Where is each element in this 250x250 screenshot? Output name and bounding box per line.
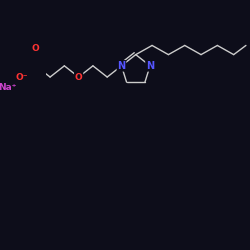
Text: N: N: [118, 61, 126, 71]
Text: O: O: [75, 72, 82, 82]
Text: O: O: [32, 44, 40, 53]
Text: O⁻: O⁻: [15, 72, 28, 82]
Text: N: N: [146, 61, 154, 71]
Text: Na⁺: Na⁺: [0, 83, 16, 92]
